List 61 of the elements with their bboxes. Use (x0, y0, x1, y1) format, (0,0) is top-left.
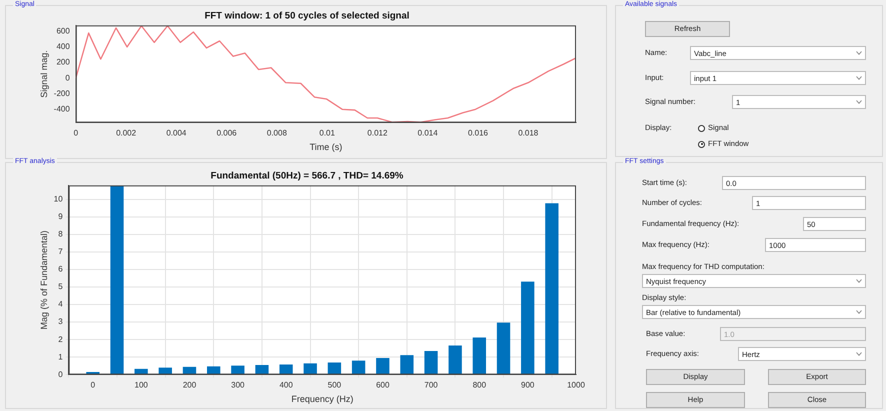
x-tick-label: 0.002 (116, 128, 137, 138)
x-tick-label: 400 (279, 380, 294, 390)
bar (255, 364, 269, 374)
y-tick-label: 2 (58, 334, 64, 344)
chart-title: FFT window: 1 of 50 cycles of selected signal (204, 10, 410, 22)
bar (328, 362, 342, 374)
x-tick-label: 900 (521, 380, 535, 390)
bar (279, 364, 293, 374)
bar (207, 366, 220, 374)
bar (352, 360, 366, 374)
bar (521, 282, 534, 374)
x-axis-title: Frequency (Hz) (291, 394, 354, 404)
x-tick-label: 100 (134, 380, 148, 390)
x-tick-label: 1000 (567, 380, 586, 390)
y-tick-label: 200 (56, 58, 70, 67)
x-tick-label: 0.004 (166, 128, 187, 138)
x-tick-label: 300 (231, 380, 246, 390)
bar (496, 322, 510, 374)
x-tick-label: 200 (182, 380, 197, 390)
y-tick-label: 9 (58, 212, 64, 222)
y-tick-label: 400 (56, 42, 70, 52)
x-tick-label: 0.01 (319, 128, 336, 138)
y-tick-label: 4 (58, 300, 64, 309)
bar (472, 337, 486, 374)
y-tick-label: 6 (58, 264, 64, 274)
y-tick-label: 3 (58, 317, 64, 326)
bar (424, 350, 438, 374)
bar (545, 203, 558, 374)
bar (376, 358, 390, 374)
x-tick-label: 0.014 (418, 128, 438, 138)
bar (304, 363, 317, 374)
y-tick-label: 600 (56, 26, 70, 36)
y-tick-label: -200 (54, 88, 70, 98)
chart-title: Fundamental (50Hz) = 566.7 , THD= 14.69% (210, 170, 404, 182)
x-tick-label: 600 (376, 380, 390, 390)
x-tick-label: 0.008 (266, 128, 288, 138)
x-tick-label: 0.012 (367, 128, 388, 138)
bar (448, 346, 462, 374)
y-tick-label: 10 (54, 194, 64, 204)
x-tick-label: 0.018 (518, 128, 539, 138)
bar (400, 355, 414, 374)
y-tick-label: 0 (58, 370, 64, 379)
y-tick-label: 1 (58, 352, 64, 362)
bar (110, 185, 124, 374)
x-tick-label: 0.006 (216, 128, 238, 138)
x-tick-label: 0.016 (468, 128, 489, 138)
y-tick-label: 5 (58, 282, 64, 292)
y-tick-label: 8 (58, 230, 64, 239)
x-tick-label: 800 (472, 380, 487, 390)
bar (158, 368, 172, 374)
x-tick-label: 500 (328, 380, 342, 390)
bar (231, 366, 244, 374)
y-tick-label: 0 (65, 73, 70, 82)
x-tick-label: 0 (74, 128, 79, 138)
y-axis-title: Signal mag. (38, 50, 49, 98)
y-axis-title: Mag (% of Fundamental) (38, 230, 49, 330)
y-tick-label: -400 (54, 104, 70, 114)
x-axis-title: Time (s) (310, 142, 342, 152)
x-tick-label: 700 (424, 380, 438, 390)
y-tick-label: 7 (58, 247, 64, 256)
x-tick-label: 0 (90, 380, 96, 390)
